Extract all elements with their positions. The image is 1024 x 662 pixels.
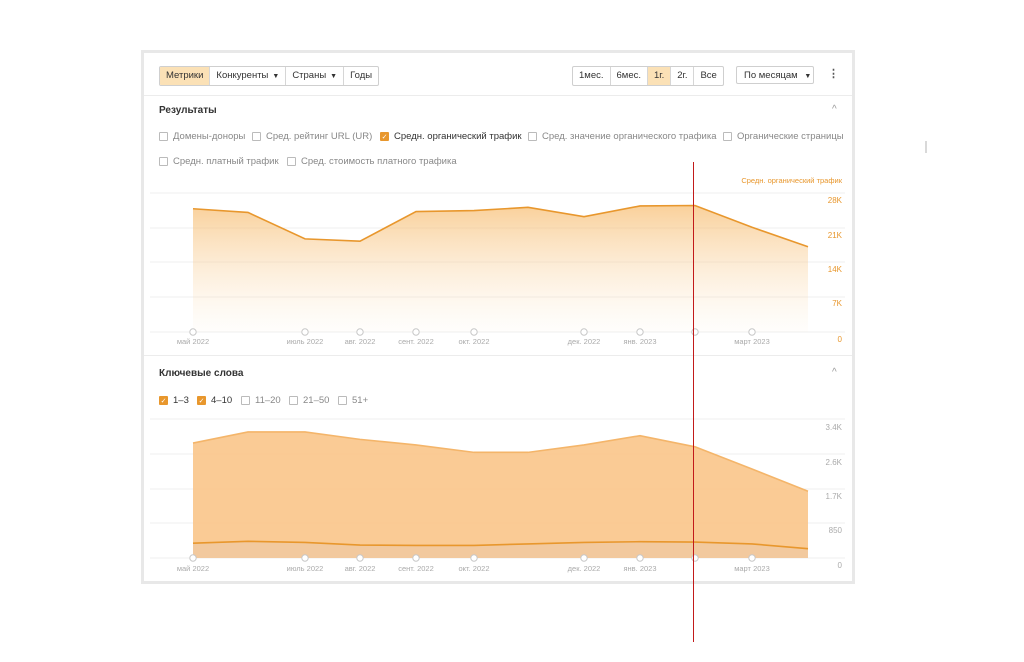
x-tick-label: дек. 2022 [568,564,601,573]
google-update-icon [580,328,588,336]
x-tick-label: авг. 2022 [345,337,376,346]
google-update-icon [189,328,197,336]
option-organic-pages[interactable]: Органические страницы [723,131,844,142]
option-referring-domains[interactable]: Домены-доноры [159,131,245,142]
caret-down-icon: ▼ [272,73,280,80]
x-tick-label: сент. 2022 [398,564,434,573]
x-tick-label: дек. 2022 [568,337,601,346]
checkbox-icon [723,132,732,141]
google-update-icon [356,328,364,336]
x-tick-label: май 2022 [177,564,209,573]
google-update-icon [470,554,478,562]
checkbox-icon [159,157,168,166]
option-organic-traffic[interactable]: ✓ Средн. органический трафик [380,131,522,142]
option-pos-11-20[interactable]: 11–20 [241,395,281,406]
google-update-icon [189,554,197,562]
caret-down-icon: ▼ [804,73,812,80]
y-tick-label: 850 [829,526,843,535]
google-update-icon [356,554,364,562]
period-2y[interactable]: 2г. [671,67,695,85]
y-tick-label: 14K [828,265,843,274]
collapse-keywords-icon[interactable]: ^ [832,367,837,378]
google-update-icon [470,328,478,336]
granularity-dropdown[interactable]: По месяцам ▼ [736,66,814,84]
google-update-icon [748,328,756,336]
collapse-results-icon[interactable]: ^ [832,104,837,115]
scroll-indicator [925,141,927,153]
google-update-icon [301,328,309,336]
checkmark-icon: ✓ [159,396,168,405]
checkbox-icon [338,396,347,405]
hover-crosshair-line [693,162,694,642]
option-paid-traffic-cost[interactable]: Сред. стоимость платного трафика [287,156,457,167]
checkbox-icon [528,132,537,141]
x-tick-label: окт. 2022 [459,337,490,346]
checkbox-icon [241,396,250,405]
y-tick-label: 7K [832,299,842,308]
results-title: Результаты [159,105,217,116]
x-tick-label: март 2023 [734,564,770,573]
google-update-icon [301,554,309,562]
checkbox-icon [287,157,296,166]
y-tick-label: 0 [838,561,843,570]
section-divider [144,355,852,356]
checkmark-icon: ✓ [197,396,206,405]
series-area [193,205,808,332]
series-line [192,431,809,493]
legend-label: Средн. органический трафик [741,176,842,185]
google-update-icon [748,554,756,562]
caret-down-icon: ▼ [330,73,338,80]
google-update-icon [412,554,420,562]
x-tick-label: янв. 2023 [623,564,656,573]
option-pos-1-3[interactable]: ✓ 1–3 [159,395,189,406]
checkbox-icon [252,132,261,141]
tab-countries[interactable]: Страны ▼ [286,67,345,85]
period-6m[interactable]: 6мес. [611,67,648,85]
more-options-icon[interactable]: ⋮ [828,68,839,80]
period-selector: 1мес. 6мес. 1г. 2г. Все [572,66,724,86]
period-1m[interactable]: 1мес. [573,67,611,85]
tab-years[interactable]: Годы [350,70,373,81]
google-update-icon [412,328,420,336]
period-1y[interactable]: 1г. [648,67,672,85]
x-tick-label: март 2023 [734,337,770,346]
series-line [192,540,809,550]
toolbar: Метрики Конкуренты ▼ Страны ▼ Годы 1мес. 6… [144,53,852,96]
x-tick-label: авг. 2022 [345,564,376,573]
x-tick-label: сент. 2022 [398,337,434,346]
option-pos-4-10[interactable]: ✓ 4–10 [197,395,233,406]
x-tick-label: май 2022 [177,337,209,346]
series-line [192,204,809,248]
google-update-icon [636,328,644,336]
series-area [193,431,808,558]
option-paid-traffic[interactable]: Средн. платный трафик [159,156,279,167]
x-tick-label: июль 2022 [287,564,324,573]
option-url-rating[interactable]: Сред. рейтинг URL (UR) [252,131,372,142]
checkbox-icon [289,396,298,405]
y-tick-label: 21K [828,231,843,240]
x-tick-label: июль 2022 [287,337,324,346]
x-tick-label: янв. 2023 [623,337,656,346]
checkbox-icon [159,132,168,141]
option-organic-traffic-value[interactable]: Сред. значение органического трафика [528,131,716,142]
option-pos-51-plus[interactable]: 51+ [338,395,368,406]
period-all[interactable]: Все [700,70,717,81]
y-tick-label: 2.6K [826,458,843,467]
x-tick-label: окт. 2022 [459,564,490,573]
google-update-icon [580,554,588,562]
google-update-icon [636,554,644,562]
y-tick-label: 28K [828,196,843,205]
y-tick-label: 0 [838,335,843,344]
tab-metrics[interactable]: Метрики [160,67,211,85]
y-tick-label: 1.7K [826,492,843,501]
keywords-title: Ключевые слова [159,368,244,379]
option-pos-21-50[interactable]: 21–50 [289,395,329,406]
checkmark-icon: ✓ [380,132,389,141]
series-area [193,541,808,558]
view-tabs: Метрики Конкуренты ▼ Страны ▼ Годы [159,66,380,86]
tab-competitors[interactable]: Конкуренты ▼ [210,67,287,85]
y-tick-label: 3.4K [826,423,843,432]
